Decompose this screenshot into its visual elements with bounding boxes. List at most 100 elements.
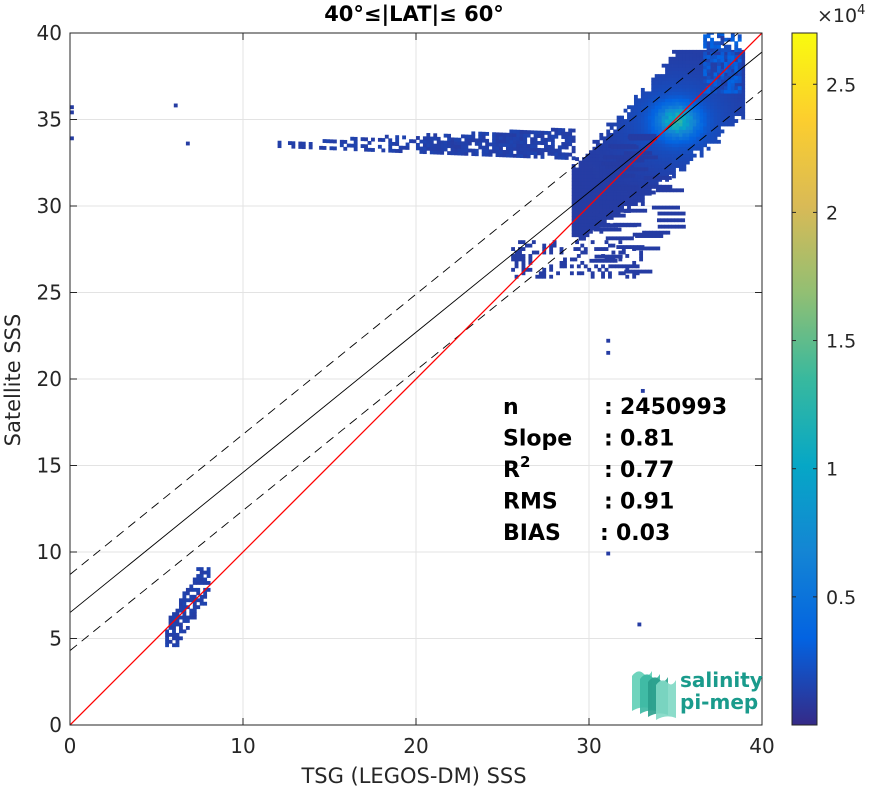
density-cell xyxy=(599,146,604,151)
regression-line xyxy=(70,51,762,613)
density-cell xyxy=(182,601,187,606)
density-cell xyxy=(175,643,180,648)
density-cell xyxy=(689,132,694,137)
density-cell xyxy=(675,122,680,127)
density-cell xyxy=(727,65,732,70)
density-cell xyxy=(353,136,358,141)
density-cell xyxy=(637,222,642,227)
density-cell xyxy=(610,258,615,263)
density-cell xyxy=(353,140,358,145)
density-cell xyxy=(467,134,472,139)
density-cell xyxy=(651,184,655,189)
density-cell xyxy=(699,87,704,92)
density-cell xyxy=(620,181,624,186)
density-cell xyxy=(668,74,673,78)
density-cell xyxy=(597,267,602,272)
density-cell xyxy=(499,136,503,140)
density-cell xyxy=(730,51,735,56)
density-cell xyxy=(519,147,524,152)
density-cell xyxy=(644,160,649,165)
density-cell xyxy=(734,98,739,103)
density-cell xyxy=(511,267,516,272)
density-cell xyxy=(608,271,612,276)
density-cell xyxy=(713,112,718,117)
density-cell xyxy=(589,184,593,189)
density-cell xyxy=(730,65,735,70)
density-cell xyxy=(668,56,673,61)
density-cell xyxy=(717,115,721,120)
density-cell xyxy=(447,151,451,156)
density-cell xyxy=(668,150,673,155)
density-cell xyxy=(734,68,739,73)
density-cell xyxy=(682,115,687,120)
density-cell xyxy=(661,77,666,82)
colorbar-tick-label: 1.5 xyxy=(826,331,856,353)
density-cell xyxy=(429,146,434,151)
density-cell xyxy=(639,208,644,213)
density-cell xyxy=(203,581,208,585)
density-cell xyxy=(636,155,641,160)
density-cell xyxy=(713,119,718,123)
stat-label: BIAS xyxy=(503,521,561,546)
density-cell xyxy=(699,81,704,85)
density-cell xyxy=(667,218,672,223)
density-cell xyxy=(717,79,721,84)
density-cell xyxy=(634,190,639,195)
density-cell xyxy=(703,132,708,137)
density-cell xyxy=(675,105,680,110)
density-cell xyxy=(499,139,503,144)
density-cell xyxy=(192,608,197,613)
density-cell xyxy=(585,188,590,193)
density-cell xyxy=(203,577,208,582)
density-cell xyxy=(559,260,564,265)
density-cell xyxy=(658,115,663,120)
density-cell xyxy=(713,139,718,144)
density-cell xyxy=(678,63,683,68)
density-cell xyxy=(589,195,593,200)
density-cell xyxy=(602,195,607,200)
density-cell xyxy=(467,138,472,143)
density-cell xyxy=(720,122,725,127)
density-cell xyxy=(637,143,642,148)
density-cell xyxy=(640,202,645,206)
density-cell xyxy=(618,213,623,218)
density-cell xyxy=(624,184,629,189)
density-cell xyxy=(595,219,600,224)
density-cell xyxy=(612,165,617,170)
density-cell xyxy=(682,126,687,130)
density-cell xyxy=(505,139,510,144)
density-cell xyxy=(657,176,662,180)
density-cell xyxy=(616,209,621,213)
density-cell xyxy=(699,53,704,58)
density-cell xyxy=(464,148,469,153)
density-cell xyxy=(654,81,659,85)
density-cell xyxy=(630,181,635,186)
density-cell xyxy=(717,119,721,123)
density-cell xyxy=(597,254,602,259)
density-cell xyxy=(675,143,680,148)
density-cell xyxy=(568,142,573,147)
density-cell xyxy=(720,84,725,89)
density-cell xyxy=(737,101,742,106)
density-cell xyxy=(422,143,427,148)
density-cell xyxy=(592,181,597,186)
density-cell xyxy=(633,112,638,117)
density-cell xyxy=(723,101,728,106)
stat-value: 0.77 xyxy=(620,458,674,483)
density-cell xyxy=(582,191,586,196)
density-cell xyxy=(637,198,642,203)
density-cell xyxy=(692,139,697,144)
density-cell xyxy=(696,122,701,127)
density-cell xyxy=(696,146,701,151)
density-cell xyxy=(658,146,663,151)
density-cell xyxy=(713,129,718,134)
density-cell xyxy=(703,122,708,127)
density-cell xyxy=(641,151,646,156)
density-cell xyxy=(637,158,641,163)
density-cell xyxy=(706,86,711,91)
density-cell xyxy=(178,601,183,606)
density-cell xyxy=(654,139,659,144)
density-cell xyxy=(613,145,618,150)
colorbar-tick-label: 2.5 xyxy=(826,74,856,96)
density-cell xyxy=(661,119,666,123)
